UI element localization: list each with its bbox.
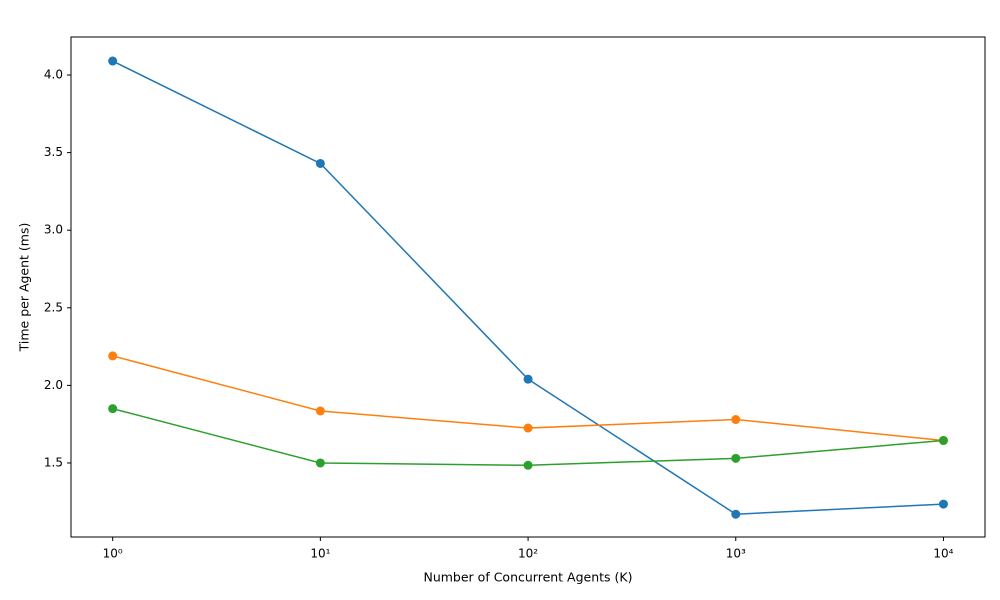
series-line xyxy=(112,60,944,515)
data-point xyxy=(108,56,118,66)
data-point xyxy=(523,460,533,470)
data-point xyxy=(731,453,741,463)
y-tick-label: 2.5 xyxy=(44,300,63,314)
x-tick-label: 10⁴ xyxy=(933,547,953,561)
data-point xyxy=(523,423,533,433)
data-point xyxy=(938,435,948,445)
x-axis-label: Number of Concurrent Agents (K) xyxy=(423,570,632,585)
x-tick-label: 10⁰ xyxy=(103,547,123,561)
data-point xyxy=(731,415,741,425)
data-point xyxy=(315,158,325,168)
series-line xyxy=(112,407,944,467)
y-tick-label: 3.0 xyxy=(44,223,63,237)
data-point xyxy=(108,351,118,361)
x-tick-label: 10² xyxy=(518,547,538,561)
data-point xyxy=(108,404,118,414)
y-tick-label: 1.5 xyxy=(44,455,63,469)
data-point xyxy=(315,406,325,416)
x-tick-label: 10¹ xyxy=(310,547,330,561)
y-tick-label: 2.0 xyxy=(44,378,63,392)
y-axis-label: Time per Agent (ms) xyxy=(17,223,32,353)
data-point xyxy=(523,374,533,384)
y-tick-label: 3.5 xyxy=(44,145,63,159)
data-point xyxy=(938,499,948,509)
data-point xyxy=(315,458,325,468)
data-point xyxy=(731,509,741,519)
x-tick-label: 10³ xyxy=(726,547,746,561)
y-tick-label: 4.0 xyxy=(44,68,63,82)
